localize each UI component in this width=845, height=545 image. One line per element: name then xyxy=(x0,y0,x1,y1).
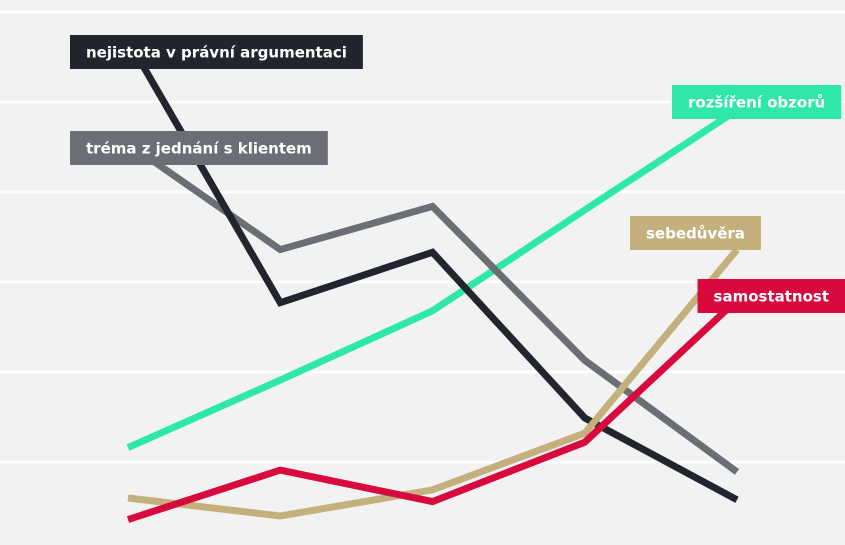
series-label-box xyxy=(697,279,845,313)
series-label-box xyxy=(70,131,328,165)
series-line xyxy=(126,107,739,451)
series-label: sebedůvěra xyxy=(646,225,745,243)
series-label-box xyxy=(70,35,363,69)
series-label-box xyxy=(672,85,842,119)
series-label: samostatnost xyxy=(714,288,829,306)
series-label-box xyxy=(630,216,761,250)
series-line xyxy=(124,38,739,503)
series-line xyxy=(126,297,740,523)
series-line xyxy=(127,247,740,520)
series-label: nejistota v právní argumentaci xyxy=(86,44,347,62)
series-label: tréma z jednání s klientem xyxy=(86,140,312,158)
series-label: rozšíření obzorů xyxy=(688,94,825,112)
